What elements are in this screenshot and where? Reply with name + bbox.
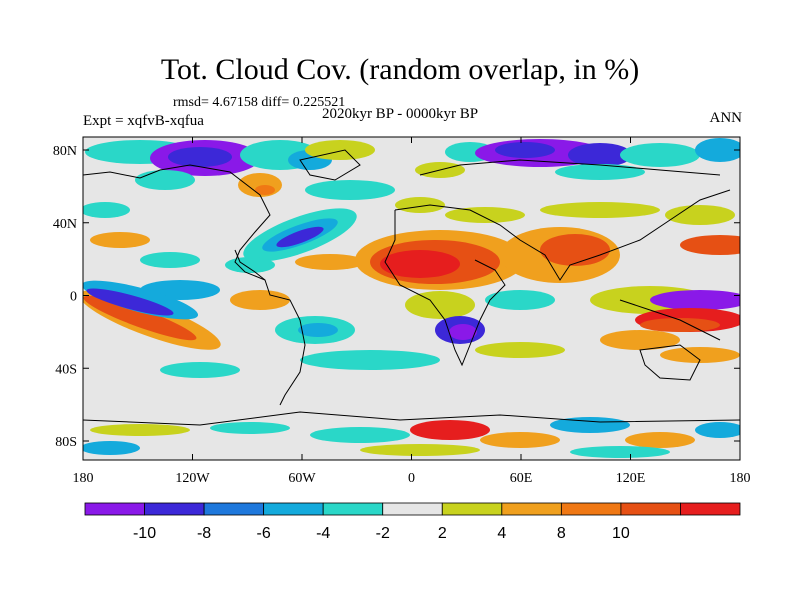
lon-tick-label: 180	[730, 471, 751, 486]
coastlines	[83, 149, 740, 426]
map-field	[83, 137, 740, 460]
map-title: Tot. Cloud Cov. (random overlap, in %)	[160, 53, 640, 86]
lat-tick-label: 40N	[53, 217, 77, 232]
lon-tick-label: 60E	[510, 471, 533, 486]
lon-tick-label: 180	[73, 471, 94, 486]
colorbar-swatch	[203, 502, 265, 516]
colorbar-swatch	[620, 502, 681, 516]
lat-tick-label: 40S	[55, 362, 77, 377]
anomaly-patches-north	[85, 138, 740, 197]
period-subtitle: 2020kyr BP - 0000kyr BP	[321, 106, 479, 122]
colorbar-label: 4	[497, 525, 506, 542]
colorbar-swatch	[382, 502, 443, 516]
lat-tick-label: 80N	[53, 144, 77, 159]
colorbar-label: -10	[133, 525, 156, 542]
experiment-label: Expt = xqfvB-xqfua	[83, 113, 204, 129]
colorbar-swatch	[441, 502, 503, 516]
colorbar-swatch	[263, 502, 324, 516]
rmsd-diff-stats: rmsd= 4.67158 diff= 0.225521	[173, 95, 346, 110]
anomaly-patches-antarctic	[83, 417, 740, 458]
lon-tick-label: 120E	[616, 471, 646, 486]
colorbar: -10 -8 -6 -4 -2 2 4 8 10	[84, 502, 741, 542]
lat-tick-label: 80S	[55, 435, 77, 450]
anomaly-patches-tropics	[83, 227, 740, 350]
colorbar-label: -2	[376, 525, 390, 542]
colorbar-label: -6	[257, 525, 271, 542]
colorbar-label: 8	[557, 525, 566, 542]
colorbar-swatch	[322, 502, 384, 516]
lat-tick-label: 0	[70, 290, 77, 305]
longitude-axis: 180 120W 60W 0 60E 120E 180	[73, 137, 751, 486]
colorbar-label: -8	[197, 525, 211, 542]
colorbar-swatch	[560, 502, 622, 516]
colorbar-swatch	[84, 502, 145, 516]
anomaly-patches-south	[160, 342, 740, 378]
anomaly-patches-midnorth	[83, 180, 740, 262]
lon-tick-label: 60W	[288, 471, 316, 486]
colorbar-label: 10	[612, 525, 630, 542]
colorbar-swatch	[144, 502, 205, 516]
colorbar-label: 2	[438, 525, 447, 542]
lon-tick-label: 120W	[175, 471, 210, 486]
colorbar-swatch	[501, 502, 562, 516]
colorbar-swatch	[680, 502, 741, 516]
latitude-axis: 80N 40N 0 40S 80S	[53, 144, 740, 450]
lon-tick-label: 0	[408, 471, 415, 486]
colorbar-label: -4	[316, 525, 330, 542]
season-label: ANN	[709, 110, 743, 126]
